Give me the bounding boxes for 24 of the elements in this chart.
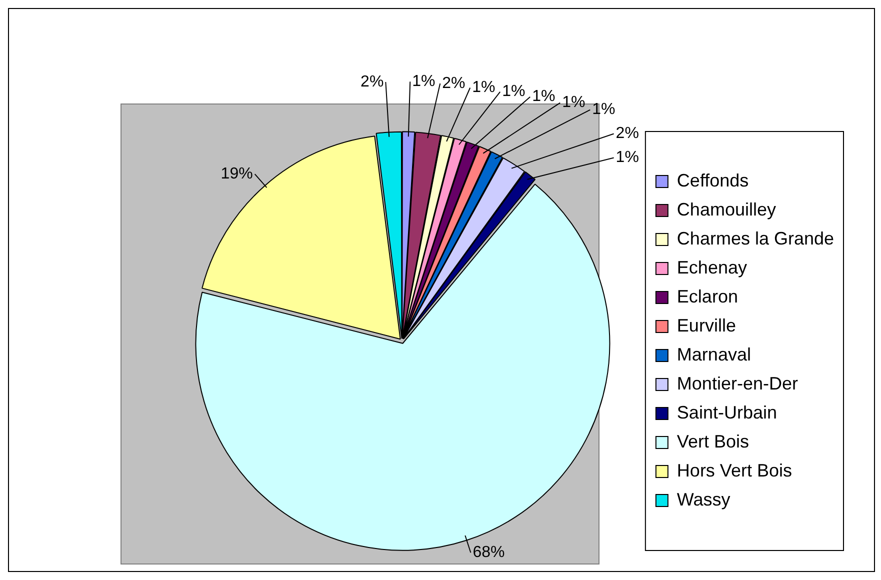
legend-label: Eclaron [676,286,738,306]
legend-label: Montier-en-Der [676,373,798,394]
data-label: 2% [442,74,466,92]
data-label: 1% [616,149,639,166]
legend-label: Eurville [676,315,736,336]
data-label: 1% [592,101,616,118]
legend-label: Vert Bois [676,431,749,452]
data-label: 19% [220,166,253,183]
data-label: 2% [360,73,384,90]
data-label: 68% [472,544,505,562]
legend-label: Wassy [676,489,730,510]
data-label: 1% [412,73,436,90]
legend-label: Ceffonds [676,170,749,190]
data-label: 1% [472,79,496,96]
legend-label: Chamouilley [676,199,776,220]
data-label: 1% [562,94,586,112]
data-label: 1% [532,88,556,106]
data-label: 2% [616,125,639,142]
legend-label: Echenay [676,257,747,278]
legend-label: Hors Vert Bois [676,460,792,480]
legend-label: Marnaval [676,344,751,364]
legend-label: Charmes la Grande [676,228,834,248]
legend-label: Saint-Urbain [676,402,777,422]
data-label: 1% [502,83,526,100]
